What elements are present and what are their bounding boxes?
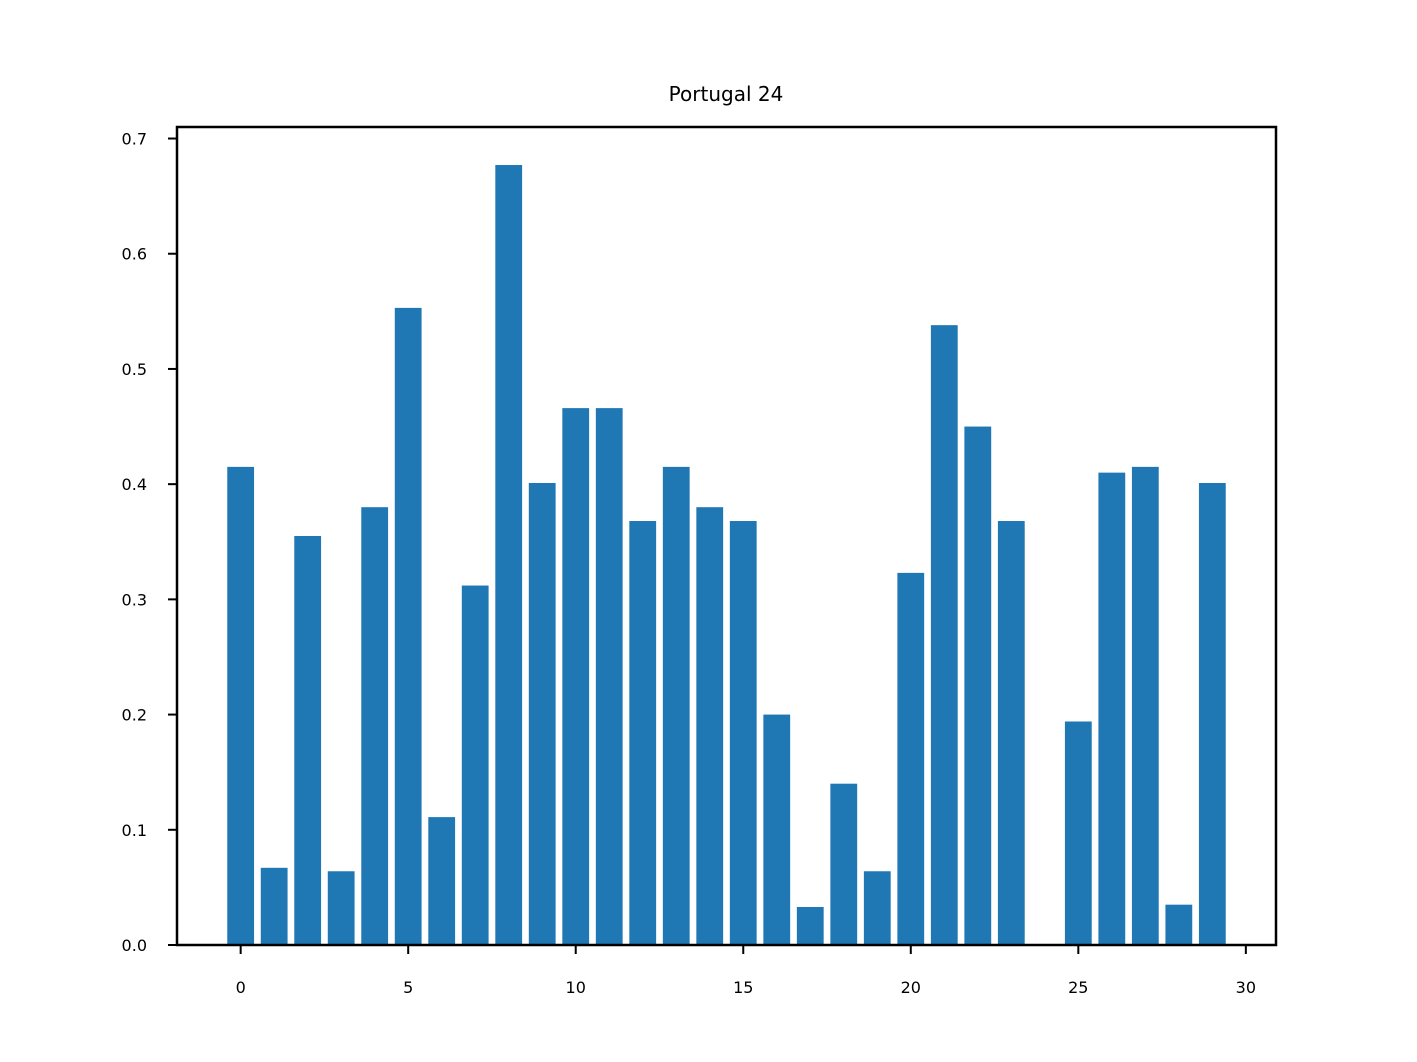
y-tick-label: 0.4 [122,475,147,494]
y-tick-label: 0.6 [122,245,147,264]
bar-17 [796,906,824,945]
y-tick-label: 0.0 [122,936,147,955]
bar-25 [1064,721,1092,945]
x-tick-label: 10 [566,978,586,997]
bar-18 [830,783,858,945]
bar-7 [461,585,489,945]
y-tick-label: 0.1 [122,821,147,840]
bar-1 [260,867,288,945]
y-tick-label: 0.5 [122,360,147,379]
bar-12 [629,521,657,945]
y-tick-label: 0.2 [122,706,147,725]
x-tick-label: 0 [236,978,246,997]
x-tick-label: 30 [1236,978,1256,997]
bar-28 [1165,904,1193,945]
bar-4 [361,507,389,945]
bar-26 [1098,472,1126,945]
bars-group [227,165,1226,945]
bar-21 [930,325,958,945]
bar-14 [696,507,724,945]
y-tick-label: 0.3 [122,590,147,609]
bar-27 [1131,466,1159,945]
bar-2 [294,536,322,945]
bar-6 [428,817,456,945]
chart-title: Portugal 24 [669,82,784,106]
bar-22 [964,426,992,945]
bar-10 [562,408,590,945]
y-tick-label: 0.7 [122,130,147,149]
y-axis: 0.0 0.1 0.2 0.3 0.4 0.5 0.6 0.7 [122,130,177,955]
bar-13 [662,466,690,945]
bar-23 [997,521,1025,945]
bar-20 [897,572,925,945]
bar-0 [227,466,255,945]
bar-5 [394,307,422,945]
x-tick-label: 20 [901,978,921,997]
bar-19 [863,871,891,945]
bar-9 [528,483,556,945]
bar-15 [729,521,757,945]
plot-frame [175,125,1278,947]
bar-29 [1198,483,1226,945]
x-tick-label: 25 [1068,978,1088,997]
x-tick-label: 15 [733,978,753,997]
bar-11 [595,408,623,945]
bar-8 [495,165,523,945]
x-axis: 0 5 10 15 20 25 30 [236,945,1256,997]
x-tick-label: 5 [403,978,413,997]
bar-3 [327,871,355,945]
bar-16 [763,714,791,945]
